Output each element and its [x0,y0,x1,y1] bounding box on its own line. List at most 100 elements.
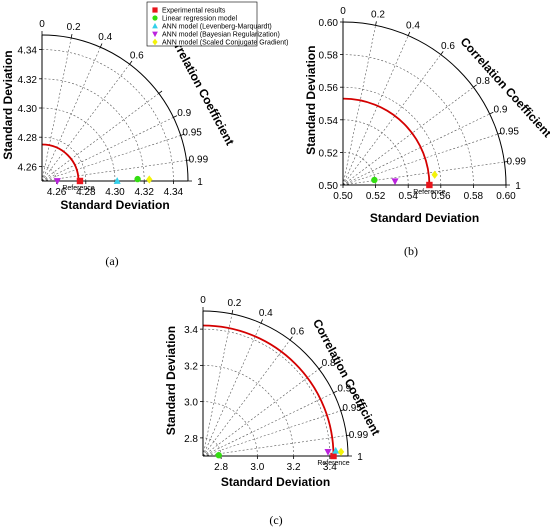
corr-tick-mark [129,60,133,65]
corr-tick-mark [158,90,163,94]
data-point [76,177,84,185]
correlation-ray [202,339,291,457]
x-tick-label: 3.0 [250,462,264,473]
std-grid-arc [202,401,258,457]
corr-tick-label: 0.4 [406,21,420,32]
y-axis-label: Standard Deviation [304,46,318,155]
corr-tick-label: 0.99 [507,156,527,167]
x-tick-label: 2.8 [214,462,228,473]
panel-a-caption: (a) [105,254,118,268]
std-grid-arc [342,86,442,186]
legend-label: Experimental results [162,8,226,15]
corr-tick-mark [100,43,103,48]
reference-label: Reference [317,460,349,467]
y-tick-label: 3.2 [184,361,198,372]
correlation-axis-label: Correlation Coefficient [310,317,383,438]
correlation-ray [342,54,442,186]
outer-arc [41,34,189,182]
legend-marker [152,22,158,29]
y-tick-label: 0.60 [319,18,339,29]
y-tick-label: 0.52 [319,148,339,159]
y-tick-label: 0.56 [319,83,339,94]
reference-label: Reference [413,189,445,196]
correlation-ray [202,368,320,457]
corr-tick-label: 0.9 [494,105,508,116]
correlation-ray [202,392,334,457]
data-point [371,176,378,184]
data-point [215,452,222,459]
panel-c-taylor-diagram: 2.8 2.8 3.0 3.0 3.2 3.2 3.4 3.4 0 0.2 0.4 0.6 0.8 0.9… [164,295,383,489]
y-tick-label: 4.26 [18,162,38,173]
std-grid-arc [41,107,116,182]
correlation-ray [342,25,376,186]
legend-marker [152,15,158,21]
reference-arc [342,97,431,186]
corr-tick-mark [504,161,509,163]
x-tick-label: 4.26 [47,187,67,198]
std-grid-arc [202,365,294,457]
data-point [324,448,332,456]
x-axis-label: Standard Deviation [370,211,479,225]
corr-tick-label: 0.8 [476,76,490,87]
correlation-ray [342,86,474,186]
y-tick-label: 2.8 [184,434,198,445]
data-point [431,170,438,179]
corr-tick-mark [70,33,73,39]
std-grid-arc [41,78,145,182]
corr-tick-label: 0.4 [98,32,112,43]
reference-arc [202,324,335,457]
corr-tick-label: 0.99 [349,430,369,441]
corr-tick-mark [231,309,234,315]
legend-label: ANN model (Levenberg-Marquardt) [162,24,272,31]
correlation-ray [41,37,72,182]
correlation-ray [41,47,101,182]
outer-arc [342,21,507,186]
data-point [146,175,153,184]
x-tick-label: 4.32 [134,187,154,198]
corr-tick-label: 0 [200,295,206,306]
y-tick-label: 0.50 [319,181,339,192]
x-axis-label: Standard Deviation [221,475,330,489]
corr-tick-mark [333,390,338,394]
correlation-ray [202,322,262,457]
y-tick-label: 4.30 [18,104,38,115]
correlation-ray [202,435,347,457]
data-point [332,446,340,454]
std-grid-arc [202,328,331,457]
corr-tick-label: 0.2 [227,298,241,309]
corr-tick-label: 1 [197,177,203,188]
correlation-ray [342,133,498,186]
corr-tick-mark [180,133,185,136]
data-point [426,181,433,189]
x-axis-label: Standard Deviation [60,198,169,212]
std-grid-arc [342,152,376,186]
corr-tick-label: 0.95 [342,403,362,414]
panel-b-taylor-diagram: 0.500.50 0.52 0.52 0.54 0.54 0.56 0.56 0.58 0.58… [304,6,550,225]
legend-label: ANN model (Scaled Conjugate Gradient) [162,40,288,47]
corr-tick-mark [340,409,345,412]
correlation-ray [41,93,159,182]
y-tick-label: 0.58 [319,51,339,62]
x-tick-label: 0.56 [431,191,451,202]
correlation-ray [342,35,409,186]
corr-tick-label: 0.6 [441,41,455,52]
panel-c-caption: (c) [269,513,282,527]
corr-tick-mark [289,336,293,341]
correlation-ray [342,161,505,186]
y-tick-label: 0.54 [319,116,339,127]
outer-arc [202,310,349,457]
correlation-ray [41,160,187,182]
x-tick-label: 3.4 [323,462,337,473]
corr-tick-mark [489,111,494,115]
std-grid-arc [342,54,474,186]
corr-tick-label: 0.95 [182,128,202,139]
correlation-ray [202,313,233,457]
corr-tick-label: 0.2 [67,22,81,33]
x-tick-label: 4.34 [164,187,184,198]
x-tick-label: 0.52 [366,191,386,202]
correlation-ray [41,64,130,182]
legend-box [146,1,258,47]
correlation-ray [202,410,341,457]
data-point [53,178,61,185]
